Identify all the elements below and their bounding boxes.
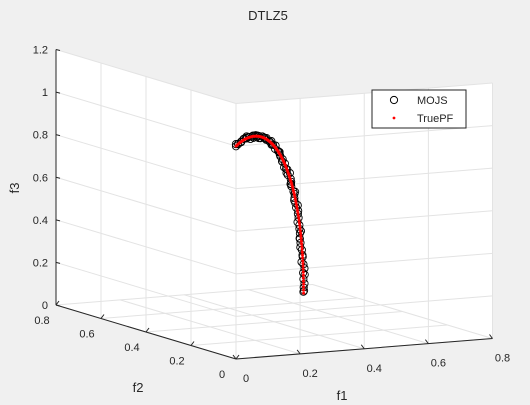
legend-mojs-marker xyxy=(389,95,399,105)
x-tick-label: 0.4 xyxy=(367,363,382,375)
y-tick-label: 0.6 xyxy=(79,329,94,341)
truepf-point xyxy=(300,242,304,246)
truepf-point xyxy=(301,262,305,265)
z-tick-mark xyxy=(55,91,61,94)
y-tick-mark xyxy=(190,341,195,346)
grid-line-y xyxy=(100,297,358,319)
truepf-point xyxy=(302,288,306,292)
truepf-point xyxy=(301,273,305,277)
truepf-point xyxy=(299,237,303,240)
truepf-point xyxy=(300,247,304,251)
y-tick-mark xyxy=(235,354,240,360)
z-tick-label: 0 xyxy=(42,300,48,312)
y-tick-label: 0.2 xyxy=(169,356,184,368)
y-tick-mark xyxy=(55,300,60,306)
z-tick-mark xyxy=(55,304,61,307)
plot-points xyxy=(231,131,309,296)
y-tick-label: 0.8 xyxy=(34,315,49,327)
z-tick-label: 1.2 xyxy=(33,45,48,57)
z-tick-label: 0.2 xyxy=(33,257,48,269)
z-tick-mark xyxy=(55,49,61,51)
y-tick-mark xyxy=(100,314,105,319)
z-axis-label: f3 xyxy=(7,183,22,194)
truepf-point xyxy=(302,285,306,289)
z-tick-label: 0.6 xyxy=(33,172,48,184)
truepf-point xyxy=(295,206,299,210)
truepf-point xyxy=(296,209,299,213)
truepf-point xyxy=(298,223,302,227)
z-tick-mark xyxy=(55,219,61,222)
legend: MOJS TruePF xyxy=(371,89,467,129)
truepf-point xyxy=(302,282,306,286)
truepf-point xyxy=(300,250,304,254)
grid-line-y xyxy=(55,284,313,306)
truepf-point xyxy=(295,204,299,208)
truepf-point xyxy=(302,291,306,295)
truepf-point xyxy=(301,270,305,274)
y-tick-mark xyxy=(145,327,150,333)
truepf-point xyxy=(294,202,298,206)
truepf-point xyxy=(301,276,305,280)
x-tick-label: 0.8 xyxy=(495,353,510,365)
legend-truepf-label: TruePF xyxy=(417,113,454,125)
y-axis-label: f2 xyxy=(133,380,144,395)
x-tick-mark xyxy=(232,354,237,360)
truepf-point xyxy=(299,231,303,235)
y-tick-label: 0.4 xyxy=(124,342,139,354)
z-tick-label: 1 xyxy=(42,87,48,99)
x-axis-label: f1 xyxy=(337,388,348,403)
truepf-point xyxy=(296,211,300,215)
truepf-point xyxy=(302,279,305,283)
y-tick-label: 0 xyxy=(219,369,225,381)
truepf-point xyxy=(298,226,302,230)
z-tick-mark xyxy=(55,134,61,137)
z-tick-label: 0.4 xyxy=(33,215,48,227)
x-tick-label: 0.6 xyxy=(431,358,446,370)
x-tick-mark xyxy=(424,339,429,344)
mojs-point xyxy=(231,142,241,151)
chart-title: DTLZ5 xyxy=(248,8,288,23)
grid-line-y xyxy=(145,311,403,333)
truepf-point xyxy=(301,253,304,257)
mojs-point xyxy=(273,146,282,155)
truepf-point xyxy=(301,259,305,263)
truepf-point xyxy=(301,256,305,260)
grid-line-y xyxy=(190,324,448,346)
x-tick-label: 0 xyxy=(243,373,249,385)
legend-truepf-marker xyxy=(392,116,396,120)
truepf-point xyxy=(297,216,301,220)
z-tick-mark xyxy=(55,176,61,179)
legend-mojs-label: MOJS xyxy=(417,95,448,107)
truepf-point xyxy=(297,221,301,225)
x-tick-mark xyxy=(489,334,493,339)
x-tick-label: 0.2 xyxy=(302,368,317,380)
truepf-point xyxy=(301,264,305,268)
truepf-point xyxy=(299,239,303,243)
truepf-point xyxy=(297,218,301,222)
x-tick-mark xyxy=(296,349,301,355)
legend-box xyxy=(371,89,467,129)
truepf-point xyxy=(300,245,304,249)
truepf-point xyxy=(296,214,300,217)
tick-labels: 0 0.2 0.4 0.6 0.8 1 1.2 0 0.2 0.4 0.6 0.8 0 0.2 0.4 0.6… xyxy=(33,45,510,386)
truepf-point xyxy=(299,234,303,238)
x-tick-mark xyxy=(360,344,365,350)
truepf-point xyxy=(298,229,302,233)
z-tick-mark xyxy=(55,261,61,264)
truepf-point xyxy=(301,267,305,271)
z-tick-label: 0.8 xyxy=(33,130,48,142)
truepf-point xyxy=(294,199,298,203)
